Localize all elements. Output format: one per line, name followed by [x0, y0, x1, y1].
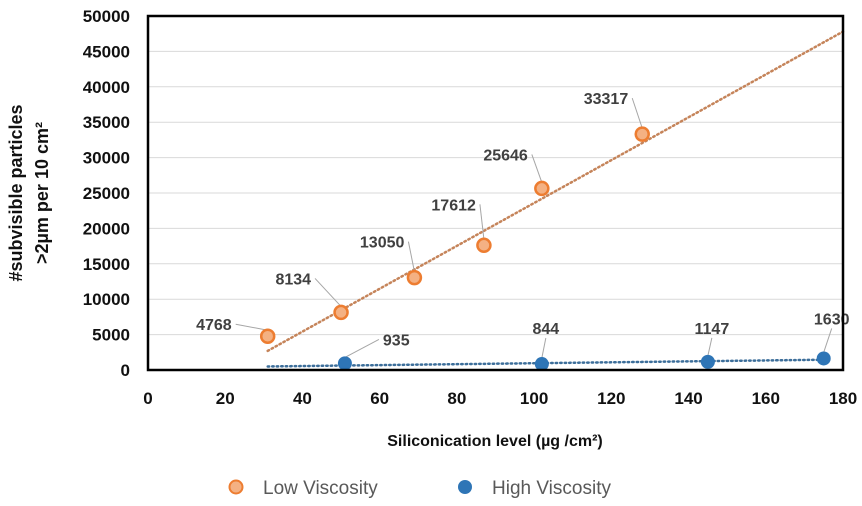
legend-item-high-viscosity[interactable]: High Viscosity: [458, 478, 611, 499]
label-leader-line: [707, 337, 713, 356]
x-tick-labels: 0 20 40 60 80 100 120 140 160 180: [143, 389, 857, 408]
point-high-viscosity[interactable]: [534, 357, 549, 372]
point-high-viscosity[interactable]: [816, 351, 831, 366]
x-axis-title: Siliconication level (µg /cm²): [387, 433, 602, 450]
x-tick-label: 80: [447, 389, 466, 408]
label-leader-line: [344, 338, 380, 358]
legend-label-high-viscosity: High Viscosity: [492, 478, 611, 499]
y-tick-label: 5000: [92, 326, 130, 345]
point-high-viscosity[interactable]: [337, 356, 352, 371]
data-label: 1147: [695, 321, 730, 338]
label-leader-line: [541, 337, 547, 359]
x-tick-label: 60: [370, 389, 389, 408]
y-axis-title-line1: #subvisible particles: [6, 104, 26, 281]
point-low-viscosity[interactable]: [406, 269, 423, 286]
label-leader-line: [631, 97, 643, 129]
legend: Low Viscosity High Viscosity: [228, 478, 611, 499]
legend-item-low-viscosity[interactable]: Low Viscosity: [228, 478, 379, 499]
data-label: 844: [532, 321, 559, 338]
y-tick-label: 10000: [83, 290, 130, 309]
x-tick-label: 120: [597, 389, 625, 408]
x-tick-label: 20: [216, 389, 235, 408]
data-label: 17612: [431, 197, 476, 214]
y-tick-label: 30000: [83, 149, 130, 168]
point-low-viscosity[interactable]: [259, 328, 276, 344]
y-tick-label: 50000: [83, 7, 130, 26]
point-low-viscosity[interactable]: [534, 180, 550, 197]
data-label: 8134: [275, 271, 311, 288]
y-axis-title-line2: >2µm per 10 cm²: [32, 122, 52, 264]
y-tick-label: 0: [121, 361, 130, 380]
gridlines: [148, 50, 843, 336]
x-tick-label: 100: [520, 389, 548, 408]
trendlines: [266, 30, 845, 368]
data-labels: 4768 8134 13050 17612 25646 33317 935 844 1147 16…: [196, 91, 849, 349]
y-tick-label: 45000: [83, 42, 130, 61]
label-leader-line: [823, 328, 833, 353]
point-high-viscosity[interactable]: [700, 354, 715, 369]
legend-marker-low-viscosity: [228, 479, 244, 495]
data-label: 13050: [360, 235, 405, 252]
data-label: 1630: [814, 311, 850, 328]
point-low-viscosity[interactable]: [634, 126, 650, 142]
label-leader-lines: [235, 97, 833, 359]
y-tick-labels: 0 5000 10000 15000 20000 25000 30000 35000 40000…: [83, 7, 130, 380]
label-leader-line: [314, 278, 342, 307]
data-label: 935: [383, 332, 410, 349]
y-tick-label: 40000: [83, 78, 130, 97]
data-label: 33317: [584, 91, 629, 108]
y-tick-label: 20000: [83, 219, 130, 238]
y-tick-label: 15000: [83, 255, 130, 274]
legend-marker-high-viscosity: [458, 480, 472, 494]
x-tick-label: 160: [752, 389, 780, 408]
trendline-low-viscosity: [266, 30, 845, 353]
x-tick-label: 40: [293, 389, 312, 408]
label-leader-line: [531, 154, 543, 183]
point-low-viscosity[interactable]: [476, 237, 492, 254]
label-leader-line: [407, 241, 415, 272]
x-tick-label: 140: [674, 389, 702, 408]
legend-label-low-viscosity: Low Viscosity: [263, 478, 378, 499]
x-tick-label: 180: [829, 389, 857, 408]
data-label: 4768: [196, 317, 232, 334]
data-points: [259, 126, 831, 372]
plot-area-frame: [146, 14, 845, 372]
y-tick-label: 25000: [83, 184, 130, 203]
point-low-viscosity[interactable]: [333, 304, 349, 321]
y-tick-label: 35000: [83, 113, 130, 132]
label-leader-line: [235, 323, 268, 331]
label-leader-line: [479, 204, 485, 240]
data-label: 25646: [483, 147, 528, 164]
x-tick-label: 0: [143, 389, 152, 408]
